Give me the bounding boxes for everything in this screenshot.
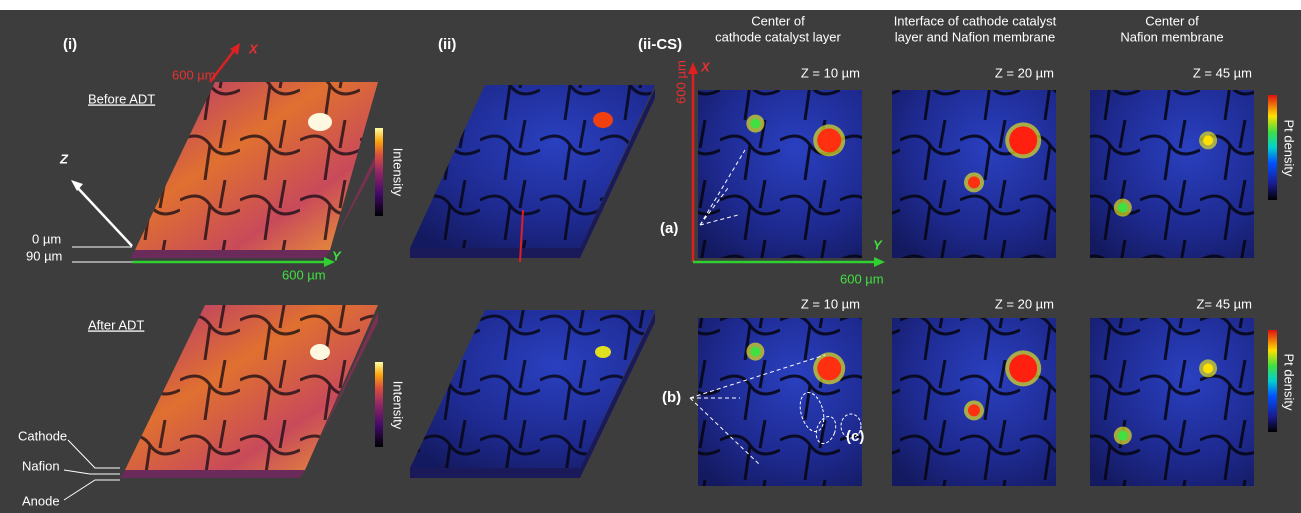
column-header: layer and Nafion membrane: [895, 29, 1055, 44]
row-label: After ADT: [88, 317, 144, 332]
colorbar-label: Pt density: [1282, 353, 1297, 411]
layer-label: Anode: [22, 493, 60, 508]
cross-section-map: [698, 318, 862, 486]
hotspot: [1203, 363, 1213, 373]
row-label: Before ADT: [88, 91, 155, 106]
map-cracks: [1090, 90, 1254, 258]
hotspot: [817, 356, 841, 380]
colorbar-label: Intensity: [391, 148, 406, 197]
hotspot: [1009, 126, 1037, 154]
axis-label: Z: [59, 151, 69, 166]
hotspot: [1009, 354, 1037, 382]
map-cracks: [698, 318, 862, 486]
hotspot: [750, 119, 760, 129]
annotation: (c): [846, 428, 864, 445]
axis-label: X: [248, 41, 259, 56]
hotspot: [1118, 203, 1128, 213]
cross-section-map: [1090, 90, 1254, 258]
column-header: Interface of cathode catalyst: [894, 13, 1057, 28]
hotspot: [1118, 431, 1128, 441]
depth-label: Z = 45 µm: [1193, 65, 1252, 80]
colorbar-label: Pt density: [1282, 119, 1297, 177]
cross-section-map: [892, 90, 1056, 258]
axis-length: 600 µm: [282, 267, 326, 282]
layer-label: Cathode: [18, 428, 67, 443]
depth-label: Z = 20 µm: [995, 65, 1054, 80]
depth-label: Z= 45 µm: [1196, 296, 1252, 311]
depth-label: 0 µm: [32, 231, 61, 246]
colorbar: [375, 128, 383, 216]
annotation: (b): [662, 389, 681, 406]
panel-label: (ii): [438, 36, 456, 53]
panel-label: (ii-CS): [638, 36, 682, 53]
colorbar-label: Intensity: [391, 381, 406, 430]
cross-section-map: [892, 318, 1056, 486]
column-header: Center of: [1145, 13, 1199, 28]
colorbar: [1268, 330, 1277, 432]
axis-length: 600 µm: [172, 67, 216, 82]
hotspot: [968, 404, 980, 416]
hotspot: [1203, 135, 1213, 145]
depth-label: Z = 10 µm: [801, 65, 860, 80]
hotspot: [817, 128, 841, 152]
figure: (i) (ii) (ii-CS) Before ADT After ADT X …: [0, 0, 1301, 513]
depth-label: Z = 10 µm: [801, 296, 860, 311]
annotation: (a): [660, 220, 678, 237]
column-header: Center of: [751, 13, 805, 28]
colorbar: [1268, 95, 1277, 200]
map-cracks: [698, 90, 862, 258]
hotspot: [750, 347, 760, 357]
axis-label: Y: [332, 248, 342, 263]
page: (i) (ii) (ii-CS) Before ADT After ADT X …: [0, 0, 1301, 513]
layer-label: Nafion: [22, 458, 60, 473]
depth-label: Z = 20 µm: [995, 296, 1054, 311]
column-header: cathode catalyst layer: [715, 29, 841, 44]
map-cracks: [1090, 318, 1254, 486]
cross-section-map: [1090, 318, 1254, 486]
hotspot: [968, 176, 980, 188]
column-header: Nafion membrane: [1120, 29, 1223, 44]
axis-length: 600 µm: [673, 60, 688, 104]
depth-label: 90 µm: [26, 248, 62, 263]
colorbar: [375, 362, 383, 447]
cross-section-map: [698, 90, 862, 258]
panel-label: (i): [63, 36, 77, 53]
axis-label: Y: [873, 237, 883, 252]
axis-label: X: [700, 59, 711, 74]
axis-length: 600 µm: [840, 271, 884, 286]
